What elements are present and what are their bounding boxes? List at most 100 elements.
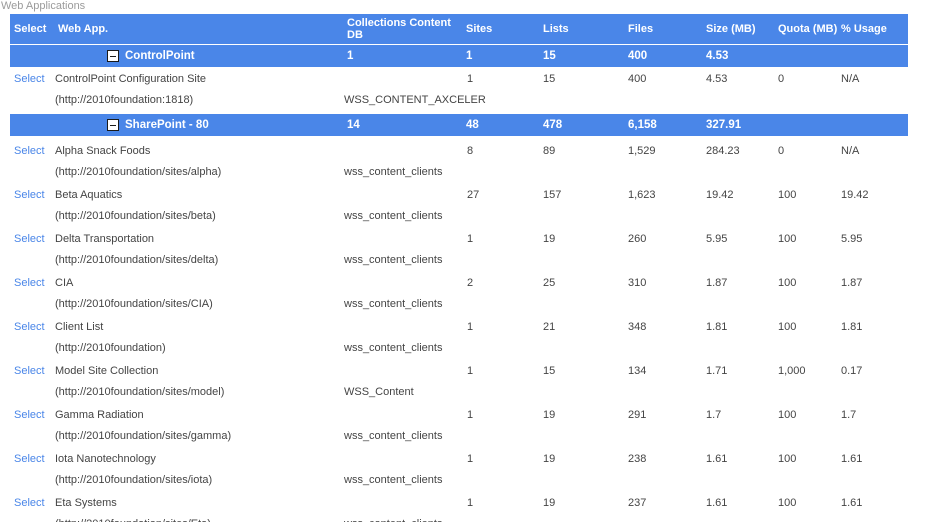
select-link[interactable]: Select [14, 276, 45, 289]
quota-value: 1,000 [778, 364, 806, 377]
content-db-name: wss_content_clients [344, 253, 443, 266]
usage-value: 5.95 [841, 232, 863, 245]
quota-value: 100 [778, 496, 797, 509]
quota-value: 100 [778, 320, 797, 333]
quota-value: 0 [778, 144, 785, 157]
size-value: 5.95 [706, 232, 728, 245]
sites-value: 1 [467, 408, 474, 421]
select-link[interactable]: Select [14, 144, 45, 157]
sites-value: 27 [467, 188, 480, 201]
table-body: ControlPoint 1 1 15 400 4.53 Select Cont… [10, 45, 908, 522]
lists-value: 89 [543, 144, 556, 157]
web-app-row: Select ControlPoint Configuration Site (… [10, 67, 908, 110]
column-header-collections-content-db[interactable]: Collections Content DB [347, 17, 451, 41]
column-header-sites[interactable]: Sites [466, 23, 493, 35]
group-files-total: 6,158 [628, 119, 657, 131]
web-app-url: (http://2010foundation:1818) [55, 93, 194, 106]
web-app-row: Select Model Site Collection (http://201… [10, 359, 908, 402]
size-value: 1.61 [706, 496, 728, 509]
select-link[interactable]: Select [14, 72, 45, 85]
quota-value: 100 [778, 276, 797, 289]
web-app-url: (http://2010foundation) [55, 341, 166, 354]
files-value: 310 [628, 276, 647, 289]
collapse-icon[interactable] [107, 50, 119, 62]
content-db-name: wss_content_clients [344, 473, 443, 486]
column-header-quota-mb[interactable]: Quota (MB) [778, 23, 838, 35]
quota-value: 100 [778, 188, 797, 201]
files-value: 1,529 [628, 144, 656, 157]
content-db-name: wss_content_clients [344, 341, 443, 354]
group-lists-total: 478 [543, 119, 563, 131]
web-app-name: CIA [55, 276, 74, 289]
web-app-name: Gamma Radiation [55, 408, 144, 421]
size-value: 4.53 [706, 72, 728, 85]
group-size-total: 327.91 [706, 119, 742, 131]
column-header-select[interactable]: Select [14, 23, 47, 35]
files-value: 238 [628, 452, 647, 465]
content-db-name: wss_content_clients [344, 518, 463, 522]
select-link[interactable]: Select [14, 364, 45, 377]
files-value: 134 [628, 364, 647, 377]
web-app-url: (http://2010foundation/sites/delta) [55, 253, 219, 266]
sites-value: 1 [467, 320, 474, 333]
collapse-icon[interactable] [107, 119, 119, 131]
column-header-usage[interactable]: % Usage [841, 23, 887, 35]
column-header-files[interactable]: Files [628, 23, 654, 35]
sites-value: 1 [467, 364, 474, 377]
files-value: 348 [628, 320, 647, 333]
web-app-url: (http://2010foundation/sites/CIA) [55, 297, 213, 310]
web-app-name: Iota Nanotechnology [55, 452, 156, 465]
lists-value: 15 [543, 364, 556, 377]
page-title: Web Applications [1, 0, 86, 12]
content-db-name: WSS_CONTENT_AXCELER [344, 93, 486, 106]
size-value: 1.81 [706, 320, 728, 333]
files-value: 291 [628, 408, 647, 421]
column-header-lists[interactable]: Lists [543, 23, 569, 35]
web-app-row: Select Iota Nanotechnology (http://2010f… [10, 447, 908, 490]
files-value: 1,623 [628, 188, 656, 201]
content-db-name: wss_content_clients [344, 165, 443, 178]
content-db-name: WSS_Content [344, 385, 414, 398]
lists-value: 25 [543, 276, 556, 289]
usage-value: N/A [841, 144, 860, 157]
select-link[interactable]: Select [14, 188, 45, 201]
quota-value: 100 [778, 408, 797, 421]
size-value: 19.42 [706, 188, 734, 201]
select-link[interactable]: Select [14, 408, 45, 421]
column-header-web-app[interactable]: Web App. [58, 23, 109, 35]
web-app-name: Client List [55, 320, 104, 333]
group-size-total: 4.53 [706, 50, 729, 62]
web-app-name: Eta Systems [55, 496, 117, 509]
size-value: 1.61 [706, 452, 728, 465]
select-link[interactable]: Select [14, 496, 45, 509]
sites-value: 1 [467, 496, 474, 509]
web-app-name: Beta Aquatics [55, 188, 123, 201]
web-app-url: (http://2010foundation/sites/beta) [55, 209, 216, 222]
web-app-row: Select Delta Transportation (http://2010… [10, 227, 908, 270]
usage-value: 1.61 [841, 496, 863, 509]
column-header-size-mb[interactable]: Size (MB) [706, 23, 756, 35]
group-sites-total: 1 [466, 50, 473, 62]
content-db-name: wss_content_clients [344, 429, 443, 442]
quota-value: 0 [778, 72, 785, 85]
lists-value: 15 [543, 72, 556, 85]
lists-value: 21 [543, 320, 556, 333]
group-web-app-cell: SharePoint - 80 [55, 119, 344, 131]
group-name: ControlPoint [125, 50, 195, 62]
web-app-name: ControlPoint Configuration Site [55, 72, 207, 85]
web-applications-table: Select Web App. Collections Content DB S… [10, 14, 908, 522]
select-link[interactable]: Select [14, 320, 45, 333]
select-link[interactable]: Select [14, 452, 45, 465]
web-app-url: (http://2010foundation/sites/iota) [55, 473, 213, 486]
size-value: 1.7 [706, 408, 722, 421]
quota-value: 100 [778, 232, 797, 245]
usage-value: 1.87 [841, 276, 863, 289]
web-app-name: Alpha Snack Foods [55, 144, 151, 157]
usage-value: 0.17 [841, 364, 863, 377]
group-db-count: 14 [347, 119, 360, 131]
files-value: 260 [628, 232, 647, 245]
web-app-name: Delta Transportation [55, 232, 155, 245]
select-link[interactable]: Select [14, 232, 45, 245]
web-app-url: (http://2010foundation/sites/model) [55, 385, 225, 398]
sites-value: 1 [467, 232, 474, 245]
